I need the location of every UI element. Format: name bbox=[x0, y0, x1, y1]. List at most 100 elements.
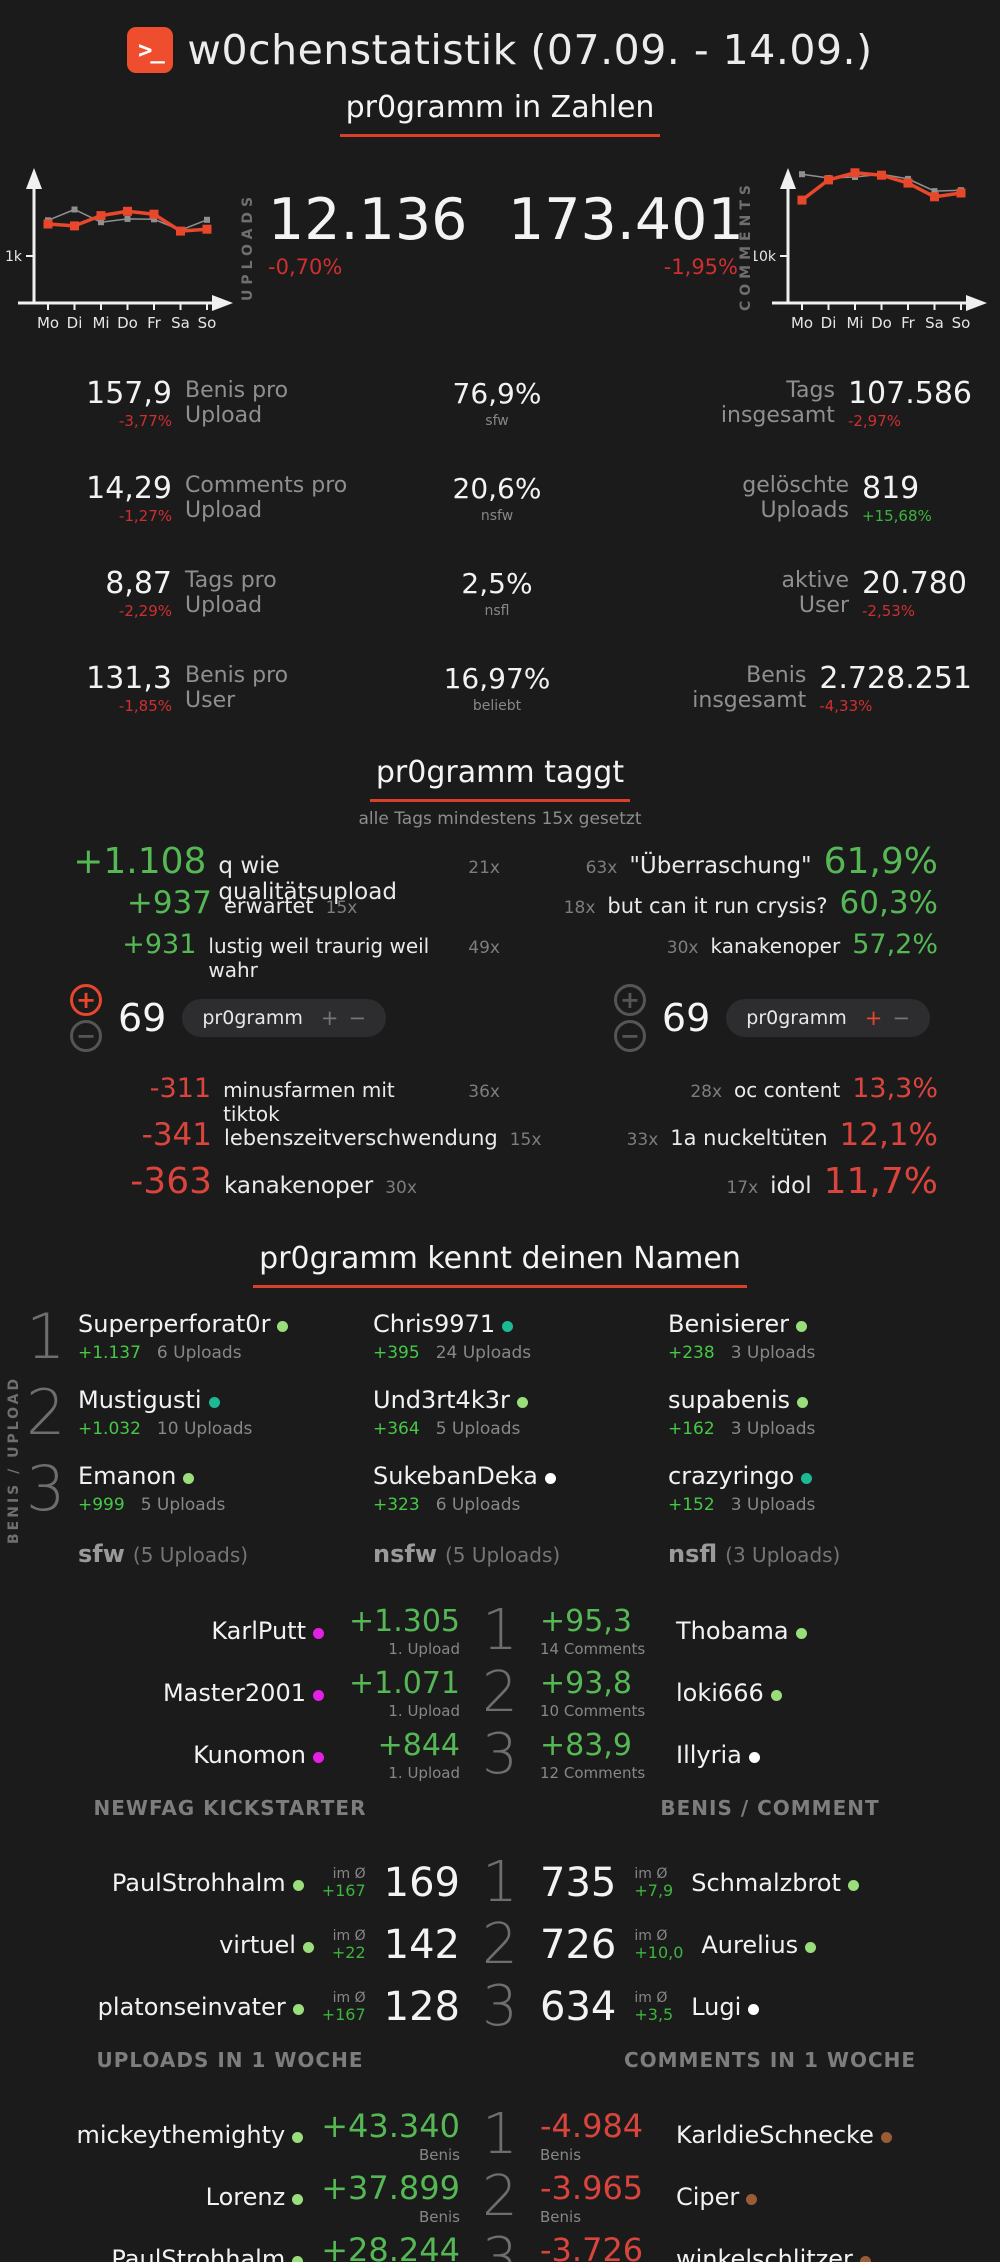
category-footer: sfw (5 Uploads) bbox=[78, 1540, 249, 1568]
category-footer: nsfl (3 Uploads) bbox=[668, 1540, 841, 1568]
downvote-button[interactable]: − bbox=[613, 1020, 646, 1052]
section-subtitle-taggt: alle Tags mindestens 15x gesetzt bbox=[358, 809, 642, 829]
downvote-button[interactable]: − bbox=[70, 1020, 102, 1052]
stat-value: 76,9% bbox=[452, 376, 542, 410]
tag-count: 17x bbox=[726, 1178, 759, 1198]
ranking-row: platonseinvater im Ø +167 128 3 634 im Ø +… bbox=[0, 1976, 1000, 2038]
vote-widgets-row: + − 69 pr0gramm + − + − 69 pr0gramm + − bbox=[0, 975, 1000, 1061]
tag-row: +931 lustig weil traurig weil wahr 49x 3… bbox=[62, 929, 938, 982]
stat-delta: +15,68% bbox=[862, 506, 932, 525]
tag-count: 49x bbox=[468, 938, 500, 958]
uploads-chart: 1k Mo Di Mi Do Fr Sa So bbox=[0, 151, 240, 341]
stat-value: 14,29 bbox=[86, 470, 172, 506]
comments-week-count: 726 bbox=[540, 1922, 617, 1968]
section-footer-label: NEWFAG KICKSTARTER bbox=[93, 1796, 367, 1820]
username: supabenis bbox=[668, 1386, 791, 1414]
user-dot bbox=[277, 1321, 289, 1332]
avg-label: im Ø bbox=[332, 1927, 366, 1944]
user-dot bbox=[544, 1473, 556, 1484]
user-benis: +152 bbox=[668, 1495, 715, 1515]
tag-text: kanakenoper bbox=[710, 934, 841, 958]
rank-number: 3 bbox=[26, 1452, 66, 1525]
stat-label: beliebt bbox=[472, 697, 522, 714]
ranking-section-week-activity: PaulStrohhalm im Ø +167 169 1 735 im Ø +7,… bbox=[0, 1820, 1000, 2073]
tag-text: erwartet bbox=[224, 894, 314, 918]
upvote-button[interactable]: + bbox=[70, 984, 102, 1016]
svg-text:Mi: Mi bbox=[92, 314, 109, 332]
ranking-row: Kunomon +844 1. Upload 3 +83,9 12 Commen… bbox=[0, 1724, 1000, 1786]
username: crazyringo bbox=[668, 1462, 795, 1490]
username: Und3rt4k3r bbox=[373, 1386, 510, 1414]
stat-label: Benis pro User bbox=[185, 662, 289, 714]
stat-delta: -4,33% bbox=[819, 696, 873, 715]
vote-widget: + − 69 pr0gramm + − bbox=[613, 984, 930, 1052]
user-uploads: 5 Uploads bbox=[140, 1495, 226, 1515]
stat-value: 131,3 bbox=[86, 660, 172, 696]
stat-delta: -1,85% bbox=[118, 696, 172, 715]
flop-tags: -311 minusfarmen mit tiktok 36x 28x oc c… bbox=[0, 1073, 1000, 1205]
stat-label: Tags insgesamt bbox=[720, 377, 835, 429]
rank-number: 3 bbox=[482, 2226, 518, 2262]
add-tag-icon[interactable]: + bbox=[320, 1006, 339, 1030]
username: Thobama bbox=[676, 1617, 789, 1645]
benis-growth: +43.340 bbox=[321, 2106, 460, 2145]
tag-pill[interactable]: pr0gramm + − bbox=[726, 999, 930, 1037]
user-dot bbox=[302, 1942, 314, 1953]
username: Chris9971 bbox=[373, 1310, 496, 1338]
user-detail: 10 Comments bbox=[540, 1702, 646, 1720]
stat-label: sfw bbox=[485, 412, 509, 429]
avg-label: im Ø bbox=[634, 1989, 668, 2006]
remove-tag-icon[interactable]: − bbox=[892, 1006, 910, 1030]
svg-text:So: So bbox=[198, 314, 217, 332]
stat-delta: -2,97% bbox=[847, 411, 902, 430]
tag-row: -311 minusfarmen mit tiktok 36x 28x oc c… bbox=[62, 1073, 938, 1126]
tag-pill[interactable]: pr0gramm + − bbox=[182, 999, 387, 1037]
user-uploads: 3 Uploads bbox=[730, 1343, 816, 1363]
avg-label: im Ø bbox=[332, 1865, 366, 1882]
rank-number: 2 bbox=[26, 1376, 66, 1449]
rank-number: 1 bbox=[482, 1850, 518, 1915]
avg-label: im Ø bbox=[634, 1865, 668, 1882]
upvote-button[interactable]: + bbox=[613, 984, 646, 1016]
ranking-row: KarlPutt +1.305 1. Upload 1 +95,3 14 Com… bbox=[0, 1600, 1000, 1662]
tag-text: minusfarmen mit tiktok bbox=[223, 1078, 395, 1126]
user-dot bbox=[516, 1397, 528, 1408]
user-uploads: 24 Uploads bbox=[435, 1343, 532, 1363]
tag-percent: 12,1% bbox=[839, 1117, 938, 1153]
user-benis: +83,9 bbox=[540, 1728, 632, 1763]
user-dot bbox=[746, 2194, 758, 2205]
username: platonseinvater bbox=[97, 1993, 286, 2021]
avg-value: +167 bbox=[321, 1880, 366, 1900]
user-dot bbox=[313, 1628, 324, 1639]
username: Lugi bbox=[691, 1993, 742, 2021]
tag-text: lebenszeitverschwendung bbox=[224, 1126, 498, 1150]
user-uploads: 3 Uploads bbox=[730, 1495, 816, 1515]
avg-value: +22 bbox=[331, 1942, 366, 1962]
rank-number: 3 bbox=[482, 1974, 518, 2039]
ranking-section-newfag-beniscomment: KarlPutt +1.305 1. Upload 1 +95,3 14 Com… bbox=[0, 1568, 1000, 1821]
user-detail: 1. Upload bbox=[388, 1640, 460, 1658]
stat-label: nsfw bbox=[480, 507, 514, 524]
tag-text: idol bbox=[770, 1173, 812, 1199]
tag-text: "Überraschung" bbox=[629, 853, 812, 879]
svg-text:Do: Do bbox=[871, 314, 892, 332]
category-footer: nsfw (5 Uploads) bbox=[373, 1540, 561, 1568]
stat-value: 2.728.251 bbox=[819, 660, 972, 696]
username: Ciper bbox=[676, 2183, 740, 2211]
remove-tag-icon[interactable]: − bbox=[348, 1006, 367, 1030]
user-dot bbox=[208, 1397, 220, 1408]
comments-week-count: 634 bbox=[540, 1984, 617, 2030]
rank-number: 1 bbox=[482, 1598, 518, 1663]
user-benis: +844 bbox=[377, 1728, 460, 1763]
user-cell: Mustigusti +1.032 10 Uploads bbox=[78, 1380, 373, 1456]
user-benis: +395 bbox=[373, 1343, 420, 1363]
svg-text:Sa: Sa bbox=[925, 314, 944, 332]
user-benis: +1.071 bbox=[348, 1666, 460, 1701]
avg-label: im Ø bbox=[634, 1927, 668, 1944]
stat-value: 107.586 bbox=[847, 375, 972, 411]
username: Emanon bbox=[78, 1462, 177, 1490]
tag-count: 63x bbox=[585, 858, 618, 878]
user-detail: 1. Upload bbox=[388, 1702, 460, 1720]
stat-label: Benis insgesamt bbox=[692, 662, 807, 714]
add-tag-icon[interactable]: + bbox=[864, 1006, 883, 1030]
